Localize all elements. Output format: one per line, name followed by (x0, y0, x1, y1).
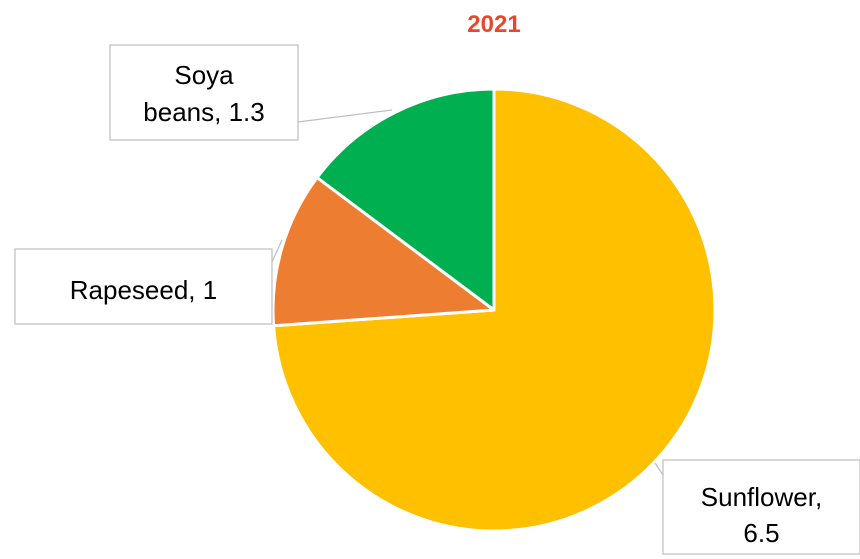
data-labels: Sunflower, 6.5 Rapeseed, 1 Soya beans, 1.3 (14, 44, 860, 555)
chart-title: 2021 (467, 11, 520, 38)
data-label-box (14, 248, 273, 325)
data-label-text: Rapeseed, 1 (70, 275, 217, 305)
data-label-soya-beans: Soya beans, 1.3 (109, 44, 393, 141)
leader-line (297, 109, 393, 123)
data-label-text: 6.5 (743, 518, 779, 548)
pie-slice-soya-beans (315, 87, 496, 312)
pie-slice-rapeseed (271, 176, 496, 328)
data-label-text: Soya (174, 60, 234, 90)
leader-line (654, 462, 664, 476)
data-label-text: Sunflower, (701, 482, 822, 512)
data-label-box (662, 459, 860, 555)
data-label-box (109, 44, 299, 141)
pie-slices (271, 87, 717, 533)
data-label-rapeseed: Rapeseed, 1 (14, 239, 283, 325)
leader-line (271, 239, 283, 263)
data-label-text: beans, 1.3 (143, 97, 264, 127)
data-label-sunflower: Sunflower, 6.5 (654, 459, 860, 555)
